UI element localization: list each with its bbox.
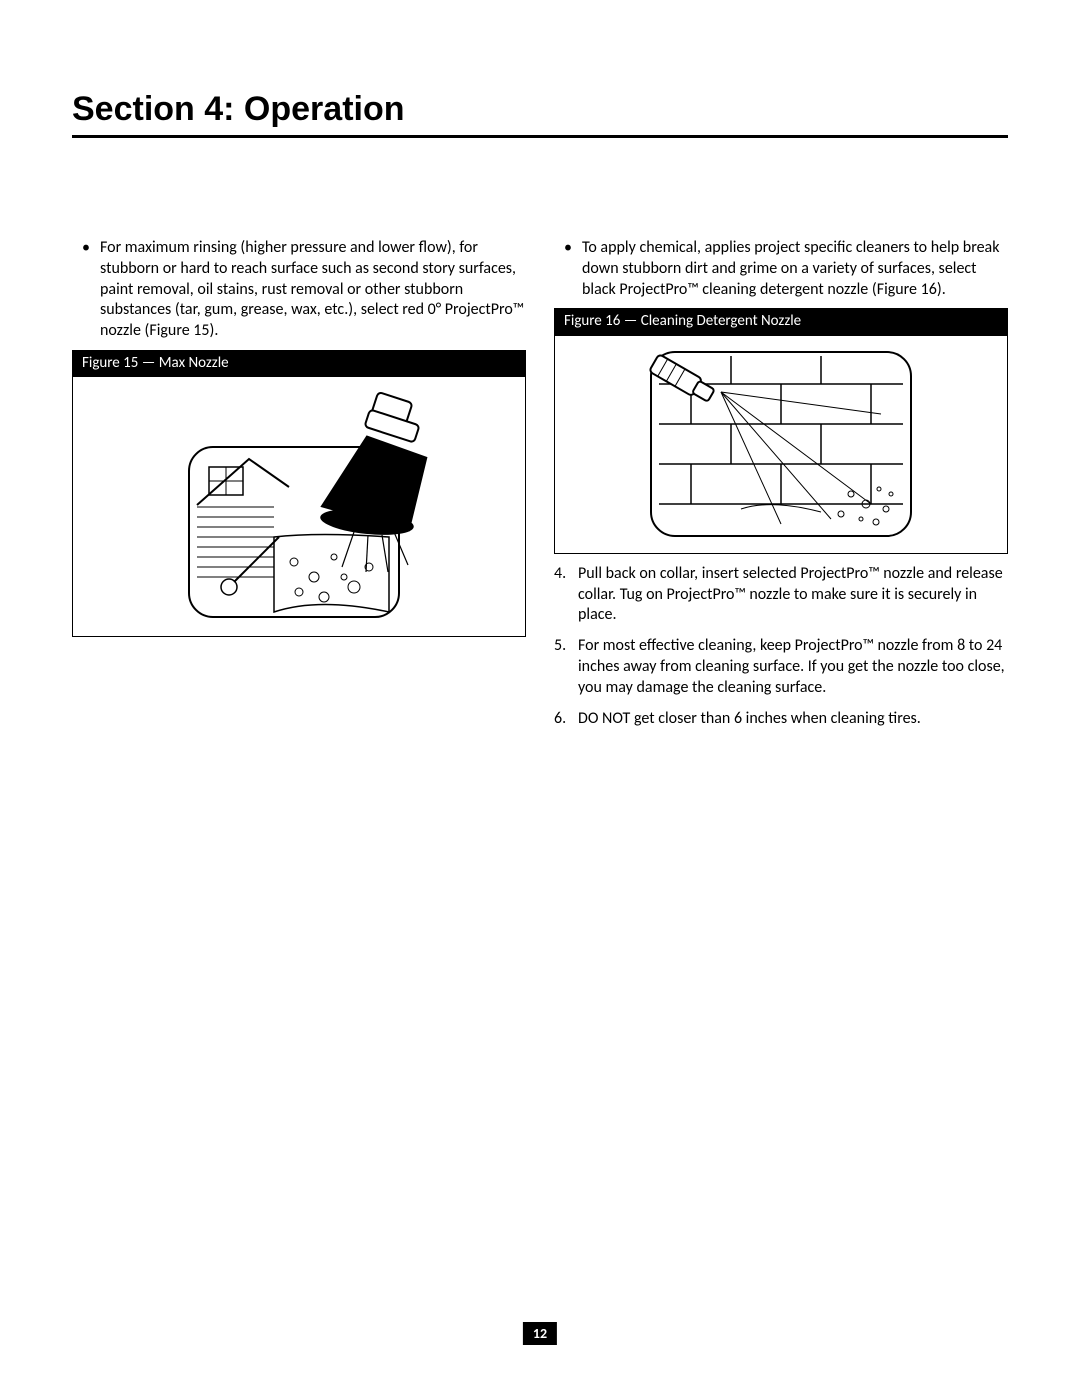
right-bullet-1-text: To apply chemical, applies project speci… [582,238,1008,300]
step-5: 5. For most effective cleaning, keep Pro… [554,636,1008,698]
step-4-text: Pull back on collar, insert selected Pro… [578,564,1008,626]
two-column-layout: • For maximum rinsing (higher pressure a… [72,238,1008,739]
step-6-text: DO NOT get closer than 6 inches when cle… [578,709,1008,730]
step-6: 6. DO NOT get closer than 6 inches when … [554,709,1008,730]
step-4: 4. Pull back on collar, insert selected … [554,564,1008,626]
bullet-icon: • [72,238,100,342]
right-bullet-1: • To apply chemical, applies project spe… [554,238,1008,300]
step-4-number: 4. [554,564,578,626]
left-bullet-1: • For maximum rinsing (higher pressure a… [72,238,526,342]
figure-15-caption: Figure 15 — Max Nozzle [72,350,526,378]
left-bullet-1-text: For maximum rinsing (higher pressure and… [100,238,526,342]
step-5-text: For most effective cleaning, keep Projec… [578,636,1008,698]
bullet-icon: • [554,238,582,300]
figure-16-image [554,336,1008,554]
page-number: 12 [523,1322,557,1345]
section-title: Section 4: Operation [72,90,1008,138]
left-column: • For maximum rinsing (higher pressure a… [72,238,526,739]
right-column: • To apply chemical, applies project spe… [554,238,1008,739]
figure-16-caption: Figure 16 — Cleaning Detergent Nozzle [554,308,1008,336]
figure-15-image [72,377,526,637]
step-6-number: 6. [554,709,578,730]
step-5-number: 5. [554,636,578,698]
